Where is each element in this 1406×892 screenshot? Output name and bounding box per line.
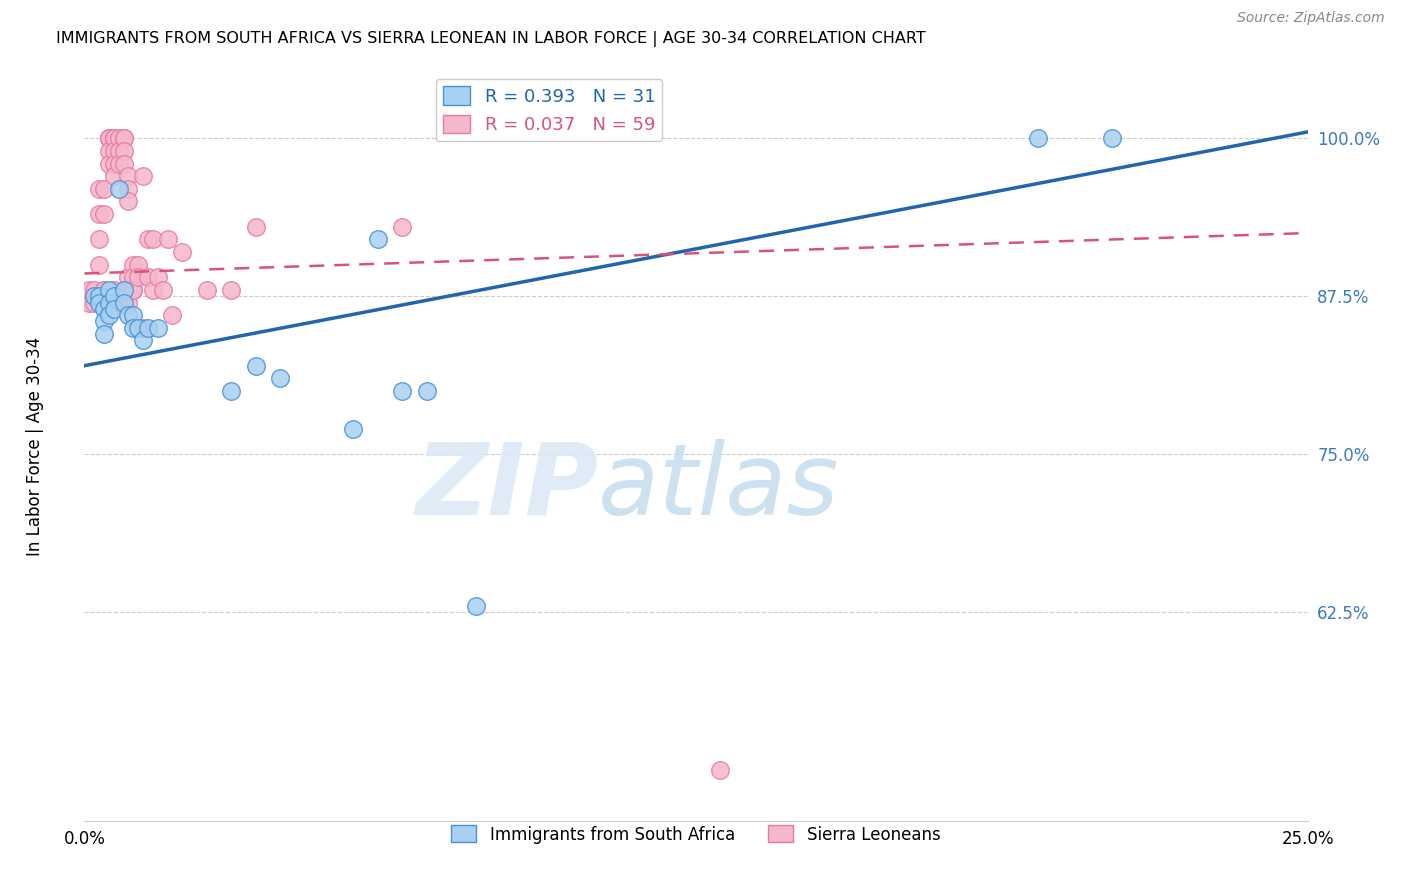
Point [122, 258, 145, 272]
Point [77, 283, 100, 297]
Point [117, 308, 139, 322]
Point [83, 295, 105, 310]
Point [162, 308, 184, 322]
Point [1028, 131, 1050, 145]
Text: IMMIGRANTS FROM SOUTH AFRICA VS SIERRA LEONEAN IN LABOR FORCE | AGE 30-34 CORREL: IMMIGRANTS FROM SOUTH AFRICA VS SIERRA L… [56, 31, 927, 47]
Point [122, 270, 145, 285]
Point [127, 258, 149, 272]
Point [103, 283, 125, 297]
Point [103, 301, 125, 316]
Point [87, 207, 110, 221]
Point [136, 232, 159, 246]
Point [136, 270, 159, 285]
Point [127, 320, 149, 334]
Point [117, 182, 139, 196]
Point [103, 144, 125, 158]
Point [97, 283, 120, 297]
Point [132, 169, 155, 184]
Point [112, 156, 135, 170]
Point [391, 384, 413, 398]
Point [97, 131, 120, 145]
Point [93, 182, 115, 196]
Point [112, 295, 135, 310]
Point [464, 599, 486, 613]
Point [122, 283, 145, 297]
Legend: Immigrants from South Africa, Sierra Leoneans: Immigrants from South Africa, Sierra Leo… [444, 819, 948, 850]
Point [112, 131, 135, 145]
Point [93, 301, 115, 316]
Point [342, 422, 364, 436]
Point [107, 131, 129, 145]
Point [367, 232, 389, 246]
Point [117, 169, 139, 184]
Point [112, 144, 135, 158]
Point [93, 314, 115, 328]
Point [142, 283, 165, 297]
Point [107, 156, 129, 170]
Text: atlas: atlas [598, 439, 839, 535]
Point [391, 219, 413, 234]
Point [122, 283, 145, 297]
Point [117, 194, 139, 209]
Point [269, 371, 291, 385]
Point [93, 283, 115, 297]
Point [195, 283, 218, 297]
Point [107, 182, 129, 196]
Point [107, 144, 129, 158]
Point [152, 283, 174, 297]
Point [97, 131, 120, 145]
Point [93, 295, 115, 310]
Point [97, 156, 120, 170]
Point [87, 295, 110, 310]
Point [132, 334, 155, 348]
Point [93, 327, 115, 342]
Point [87, 232, 110, 246]
Point [103, 156, 125, 170]
Point [136, 320, 159, 334]
Text: ZIP: ZIP [415, 439, 598, 535]
Point [1101, 131, 1123, 145]
Point [103, 131, 125, 145]
Point [146, 270, 169, 285]
Point [93, 283, 115, 297]
Point [122, 308, 145, 322]
Point [97, 308, 120, 322]
Point [245, 359, 267, 373]
Point [93, 207, 115, 221]
Point [122, 320, 145, 334]
Point [97, 131, 120, 145]
Point [219, 384, 242, 398]
Point [87, 258, 110, 272]
Point [103, 289, 125, 303]
Point [219, 283, 242, 297]
Point [127, 270, 149, 285]
Point [112, 131, 135, 145]
Point [146, 320, 169, 334]
Point [97, 144, 120, 158]
Point [107, 295, 129, 310]
Point [245, 219, 267, 234]
Point [87, 182, 110, 196]
Point [172, 244, 194, 259]
Point [132, 320, 155, 334]
Point [87, 289, 110, 303]
Point [117, 270, 139, 285]
Point [83, 289, 105, 303]
Point [709, 763, 731, 777]
Point [156, 232, 179, 246]
Point [77, 295, 100, 310]
Point [142, 232, 165, 246]
Text: In Labor Force | Age 30-34: In Labor Force | Age 30-34 [27, 336, 44, 556]
Point [112, 283, 135, 297]
Point [97, 295, 120, 310]
Point [103, 169, 125, 184]
Text: Source: ZipAtlas.com: Source: ZipAtlas.com [1237, 12, 1385, 25]
Point [103, 131, 125, 145]
Point [416, 384, 439, 398]
Point [117, 295, 139, 310]
Point [83, 283, 105, 297]
